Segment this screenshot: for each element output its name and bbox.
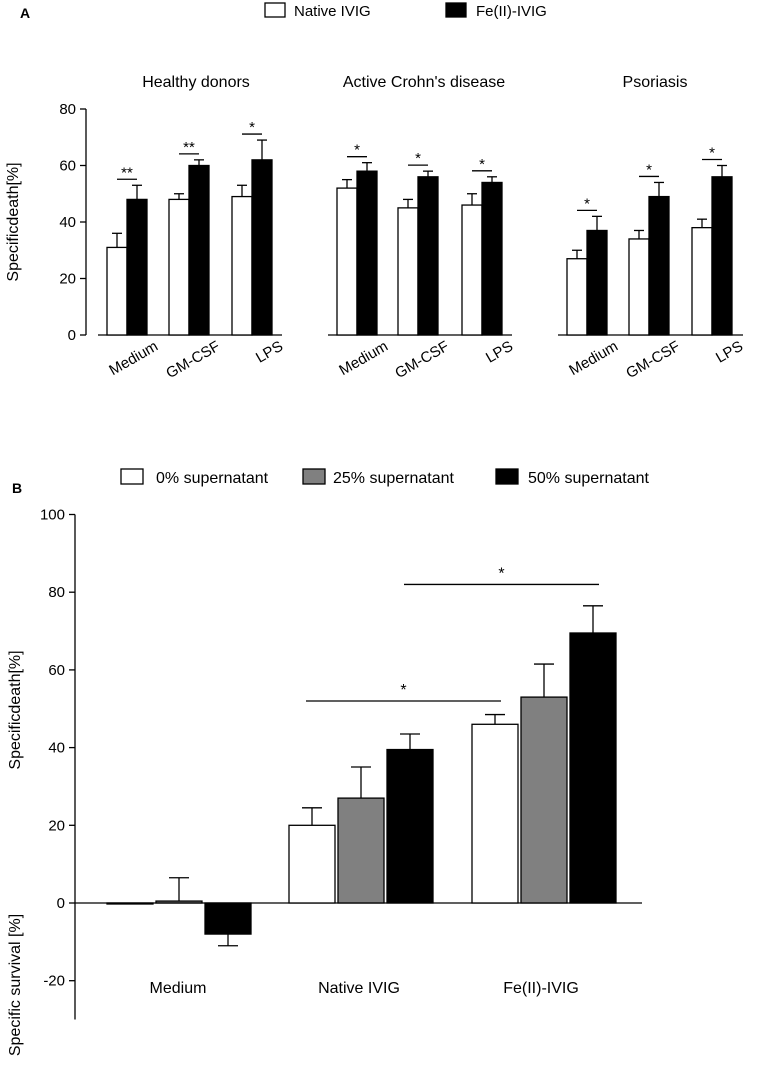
legend-swatch	[302, 468, 326, 485]
significance-label: *	[498, 565, 504, 582]
legend-label: 25% supernatant	[333, 470, 455, 487]
y-tick-label: 0	[57, 895, 65, 912]
bar	[397, 207, 419, 336]
bar	[168, 198, 190, 336]
y-tick-label: 20	[59, 271, 76, 288]
x-tick-label: GM-CSF	[163, 338, 223, 382]
x-tick-label: Medium	[150, 980, 207, 997]
legend-label: 0% supernatant	[156, 470, 269, 487]
legend-label: Fe(II)-IVIG	[476, 3, 547, 20]
y-tick-label: 80	[59, 101, 76, 118]
group-title: Psoriasis	[623, 74, 688, 91]
legend-swatch	[264, 2, 286, 18]
y-tick-label: 80	[48, 584, 65, 601]
x-tick-label: LPS	[253, 338, 286, 367]
bar	[204, 902, 252, 935]
y-tick-label: 60	[59, 158, 76, 175]
significance-label: *	[415, 150, 421, 167]
group-title: Healthy donors	[142, 74, 250, 91]
y-axis-label-upper: Specificdeath[%]	[7, 650, 24, 769]
bar	[417, 176, 439, 336]
bar	[520, 696, 568, 904]
bar	[569, 632, 617, 904]
significance-label: *	[479, 156, 485, 173]
bar	[126, 198, 148, 336]
y-tick-label: -20	[43, 973, 65, 990]
y-axis-label: Specificdeath[%]	[5, 162, 22, 281]
bar	[481, 181, 503, 336]
bar	[386, 748, 434, 904]
bar	[586, 229, 608, 336]
bar	[106, 902, 154, 905]
bar	[106, 246, 128, 336]
y-tick-label: 60	[48, 662, 65, 679]
bar	[461, 204, 483, 336]
x-tick-label: Medium	[336, 338, 391, 379]
x-tick-label: GM-CSF	[623, 338, 683, 382]
significance-label: **	[121, 164, 133, 181]
bar	[566, 258, 588, 336]
bar	[251, 159, 273, 336]
legend-swatch	[495, 468, 519, 485]
bar	[648, 195, 670, 336]
bar	[155, 900, 203, 904]
significance-label: *	[400, 682, 406, 699]
y-tick-label: 100	[40, 507, 65, 524]
x-tick-label: GM-CSF	[392, 338, 452, 382]
significance-label: *	[646, 161, 652, 178]
x-tick-label: Medium	[566, 338, 621, 379]
legend-label: 50% supernatant	[528, 470, 650, 487]
bar	[231, 195, 253, 336]
group-title: Active Crohn's disease	[343, 74, 505, 91]
bar	[188, 164, 210, 336]
y-tick-label: 40	[48, 740, 65, 757]
x-tick-label: Native IVIG	[318, 980, 400, 997]
bar	[471, 723, 519, 904]
significance-label: *	[249, 119, 255, 136]
legend-label: Native IVIG	[294, 3, 371, 20]
bar	[711, 176, 733, 336]
bar	[691, 226, 713, 336]
y-tick-label: 40	[59, 214, 76, 231]
significance-label: **	[183, 139, 195, 156]
y-axis-label-lower: Specific survival [%]	[7, 914, 24, 1056]
bar	[288, 824, 336, 904]
bar	[337, 797, 385, 904]
panel-label-a: A	[20, 5, 30, 21]
x-tick-label: Fe(II)-IVIG	[503, 980, 579, 997]
legend-swatch	[445, 2, 467, 18]
bar	[628, 238, 650, 336]
legend-swatch	[120, 468, 144, 485]
significance-label: *	[709, 145, 715, 162]
bar	[336, 187, 358, 336]
y-tick-label: 20	[48, 817, 65, 834]
x-tick-label: Medium	[106, 338, 161, 379]
panel-label-b: B	[12, 480, 22, 496]
x-tick-label: LPS	[713, 338, 746, 367]
bar	[356, 170, 378, 336]
significance-label: *	[584, 195, 590, 212]
x-tick-label: LPS	[483, 338, 516, 367]
y-tick-label: 0	[68, 327, 76, 344]
significance-label: *	[354, 142, 360, 159]
